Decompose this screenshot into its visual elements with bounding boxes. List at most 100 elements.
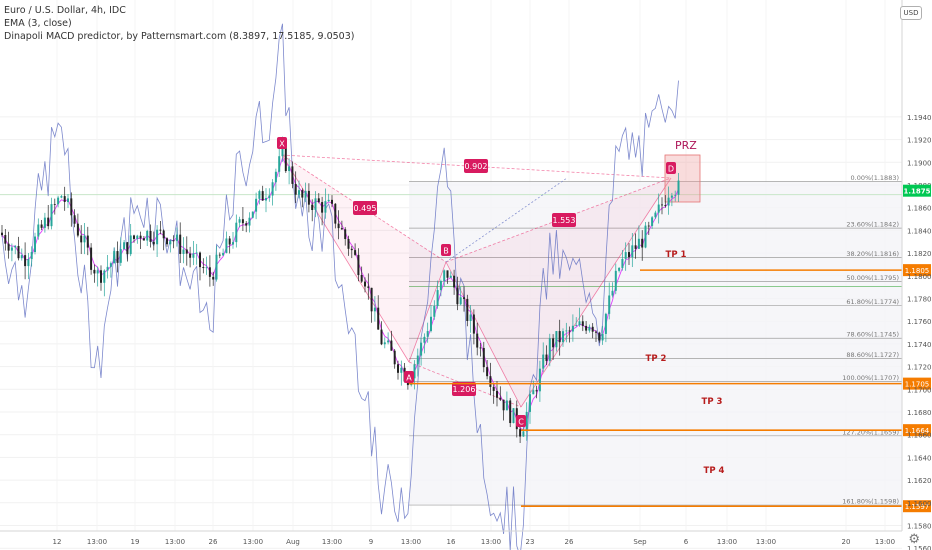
time-axis: 12 13:00 19 13:00 26 13:00 Aug 13:00 9 13:00 16 13:… (0, 530, 902, 546)
currency-button[interactable]: USD (900, 6, 922, 20)
pattern-point-marker (666, 162, 676, 174)
candle-body (548, 338, 551, 361)
current-price-badge (903, 184, 931, 197)
candle-body (212, 276, 215, 280)
candle-body (601, 333, 604, 341)
candle-body (618, 267, 621, 271)
candle-body (10, 247, 13, 251)
price-tick-label: 1.1900 (907, 159, 932, 167)
candle-body (70, 198, 73, 216)
candle-body (166, 238, 168, 245)
candle-body (202, 267, 205, 269)
candle-body (387, 340, 390, 343)
candle-body (159, 229, 162, 231)
candle-body (50, 204, 53, 227)
price-axis: 1.19401.19201.19001.18801.18601.18401.18… (901, 0, 932, 550)
time-tick-label: 13:00 (322, 538, 342, 546)
candle-body (156, 229, 159, 245)
pattern-point-label: B (443, 247, 449, 256)
candle-body (314, 198, 317, 210)
fib-label: 23.60%(1.1842) (846, 221, 899, 229)
fibonacci-levels: 0.00%(1.1883) 23.60%(1.1842) 38.20%(1.1816… (0, 174, 902, 506)
price-tick-label: 1.1720 (907, 364, 932, 372)
candle-body (670, 195, 673, 198)
candle-body (63, 196, 66, 203)
price-tick-label: 1.1800 (907, 273, 932, 281)
gear-icon[interactable]: ⚙ (908, 531, 920, 546)
candle-body (317, 198, 320, 203)
candle-body (604, 313, 607, 334)
candle-body (354, 250, 357, 255)
candle-body (152, 241, 155, 245)
candle-body (608, 295, 611, 314)
time-tick-label: 26 (565, 538, 574, 546)
candle-body (496, 390, 498, 398)
candle-body (60, 196, 63, 198)
candle-body (261, 191, 264, 201)
candle-body (469, 314, 472, 321)
candle-body (103, 270, 106, 283)
price-tick-label: 1.1620 (907, 477, 932, 485)
candle-body (562, 331, 564, 343)
ratio-label: 1.553 (553, 216, 576, 225)
candle-body (575, 325, 578, 327)
candle-body (248, 217, 251, 226)
candle-body (215, 254, 218, 280)
candle-body (192, 253, 195, 258)
candle-body (265, 198, 267, 201)
price-tick-label: 1.1680 (907, 409, 932, 417)
target-lines: TP 1 1.1805 TP 2 1.1705 TP 3 1.1664 TP 4 1.1597 (409, 250, 931, 513)
pattern-triangle-bcd (446, 178, 671, 407)
target-price-badge (903, 377, 931, 390)
candle-body (585, 325, 588, 331)
current-price-text: 1.1875 (903, 188, 930, 196)
candle-body (552, 338, 555, 348)
candle-body (535, 390, 538, 392)
candle-body (274, 171, 277, 183)
candle-body (327, 199, 330, 202)
price-tick-label: 1.1600 (907, 500, 932, 508)
candle-body (406, 381, 409, 386)
candle-body (340, 228, 343, 230)
candle-body (47, 217, 50, 227)
candle-body (100, 270, 102, 283)
candle-body (449, 275, 452, 278)
candle-body (268, 195, 271, 199)
candle-body (430, 316, 432, 332)
candle-body (311, 204, 314, 210)
candle-body (301, 190, 304, 198)
candle-body (291, 166, 294, 184)
price-tick-label: 1.1660 (907, 432, 932, 440)
ratio-label: 1.206 (453, 385, 476, 394)
price-tick-label: 1.1820 (907, 250, 932, 258)
target-price-text: 1.1805 (905, 267, 930, 275)
price-tick-label: 1.1940 (907, 114, 932, 122)
candle-body (53, 204, 56, 205)
candle-body (189, 253, 192, 258)
candle-body (377, 307, 380, 330)
candle-body (611, 290, 614, 296)
candle-body (347, 239, 350, 249)
symbol-title: Euro / U.S. Dollar, 4h, IDC (4, 5, 126, 16)
candle-body (459, 297, 462, 305)
candle-body (519, 429, 522, 437)
candle-body (595, 331, 597, 333)
candle-body (14, 245, 17, 248)
candle-body (106, 266, 109, 271)
candle-body (400, 367, 403, 373)
candle-body (321, 202, 324, 213)
candle-body (502, 399, 505, 411)
candle-body (505, 400, 508, 411)
candle-body (205, 267, 208, 269)
candle-body (357, 254, 360, 276)
time-tick-label: Aug (286, 538, 300, 546)
time-tick-label: Sep (633, 538, 647, 546)
candle-body (255, 198, 258, 212)
candle-body (383, 342, 386, 345)
price-tick-label: 1.1760 (907, 318, 932, 326)
candle-body (136, 235, 139, 239)
ratio-label: 0.495 (354, 204, 377, 213)
time-tick-label: 12 (53, 538, 62, 546)
candle-body (393, 350, 396, 365)
